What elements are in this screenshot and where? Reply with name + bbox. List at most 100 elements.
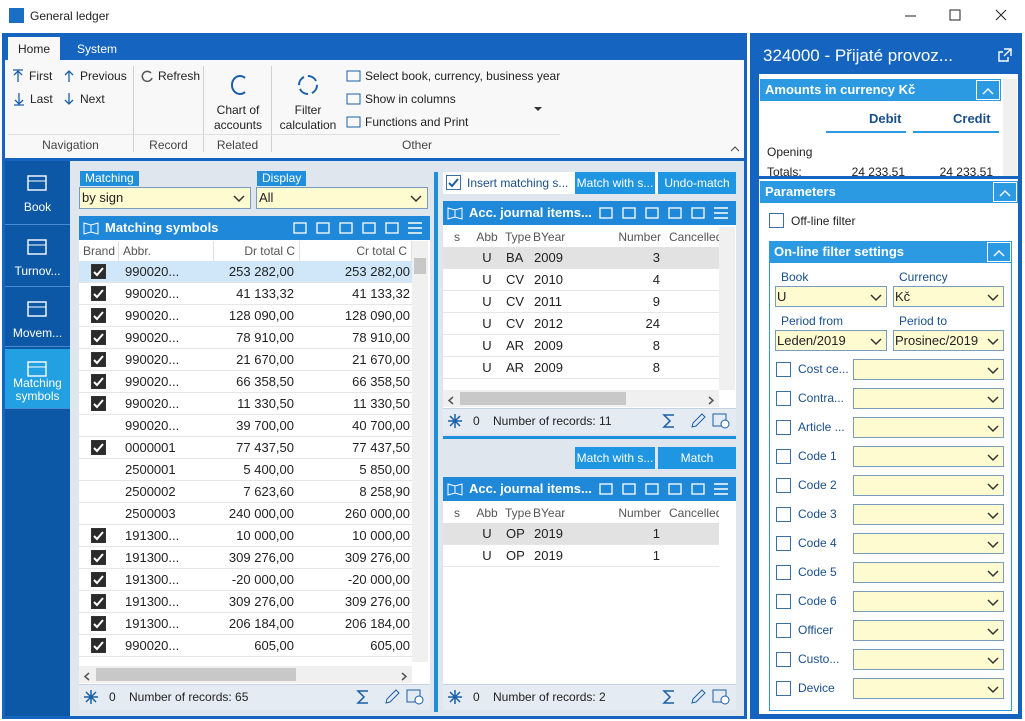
checkbox[interactable]	[776, 652, 791, 667]
checkbox[interactable]	[91, 374, 106, 389]
grid-row[interactable]	[79, 503, 412, 525]
v-scrollbar[interactable]	[412, 241, 428, 662]
grid-row[interactable]	[79, 547, 412, 569]
select[interactable]	[853, 417, 1004, 438]
grid-row[interactable]	[79, 591, 412, 613]
checkbox[interactable]	[776, 391, 791, 406]
checkbox[interactable]	[91, 572, 106, 587]
close[interactable]	[995, 9, 1007, 21]
grid-row[interactable]	[79, 437, 412, 459]
grid-row[interactable]	[443, 335, 719, 357]
checkbox[interactable]	[91, 286, 106, 301]
grid-row[interactable]	[443, 523, 719, 545]
tab-system[interactable]: System	[76, 42, 117, 56]
select[interactable]	[853, 446, 1004, 467]
grid-row[interactable]	[443, 269, 719, 291]
select[interactable]	[79, 187, 251, 209]
checkbox[interactable]	[776, 507, 791, 522]
grid-row[interactable]	[79, 635, 412, 657]
checkbox[interactable]	[91, 594, 106, 609]
checkbox[interactable]	[776, 681, 791, 696]
select[interactable]	[775, 286, 887, 307]
grid-row[interactable]	[79, 349, 412, 371]
checkbox[interactable]	[91, 616, 106, 631]
grid-row[interactable]	[79, 261, 412, 283]
collapse-button[interactable]	[993, 182, 1017, 202]
grid-row[interactable]	[79, 305, 412, 327]
select[interactable]	[853, 649, 1004, 670]
grid-row[interactable]	[79, 481, 412, 503]
grid-row[interactable]	[79, 393, 412, 415]
grid-row[interactable]	[79, 283, 412, 305]
section-header[interactable]	[769, 241, 1012, 263]
cell: 9	[652, 294, 660, 309]
select[interactable]	[256, 187, 428, 209]
checkbox[interactable]	[91, 440, 106, 455]
checkbox[interactable]	[776, 536, 791, 551]
select[interactable]	[775, 330, 887, 351]
checkbox[interactable]	[91, 330, 106, 345]
checkbox[interactable]	[776, 420, 791, 435]
checkbox[interactable]	[776, 362, 791, 377]
nav-item[interactable]	[5, 349, 70, 409]
nav-item[interactable]	[5, 289, 70, 347]
checkbox[interactable]	[776, 478, 791, 493]
checkbox[interactable]	[776, 594, 791, 609]
button[interactable]: Match with s...	[575, 447, 655, 469]
book-icon	[447, 206, 463, 220]
button[interactable]: Undo-match	[658, 172, 736, 194]
section-header[interactable]	[760, 79, 1001, 101]
select[interactable]	[893, 330, 1004, 351]
grid-row[interactable]	[79, 371, 412, 393]
grid-row[interactable]	[443, 313, 719, 335]
checkbox[interactable]	[91, 638, 106, 653]
select[interactable]	[853, 475, 1004, 496]
button[interactable]: Match	[658, 447, 736, 469]
checkbox[interactable]	[91, 308, 106, 323]
grid-row[interactable]	[79, 327, 412, 349]
select[interactable]	[853, 562, 1004, 583]
tab-home[interactable]: Home	[8, 37, 60, 61]
grid-row[interactable]	[443, 291, 719, 313]
select[interactable]	[853, 533, 1004, 554]
checkbox[interactable]	[776, 449, 791, 464]
collapse-button[interactable]	[976, 80, 1000, 100]
v-scroll-thumb[interactable]	[414, 258, 426, 274]
checkbox[interactable]	[91, 550, 106, 565]
grid-row[interactable]	[443, 357, 719, 379]
button[interactable]: Match with s...	[575, 172, 655, 194]
grid-row[interactable]	[79, 525, 412, 547]
checkbox[interactable]	[776, 623, 791, 638]
checkbox[interactable]	[769, 213, 784, 228]
grid-row[interactable]	[79, 613, 412, 635]
checkbox[interactable]	[446, 175, 461, 190]
grid-row[interactable]	[79, 415, 412, 437]
ribbon-button[interactable]: Chart of accounts	[213, 103, 263, 132]
checkbox[interactable]	[91, 264, 106, 279]
nav-item[interactable]	[5, 163, 70, 225]
v-scrollbar[interactable]	[1003, 79, 1017, 176]
checkbox[interactable]	[776, 565, 791, 580]
grid-row[interactable]	[443, 545, 719, 567]
select[interactable]	[853, 359, 1004, 380]
ribbon-button[interactable]: Filter calculation	[279, 103, 337, 132]
select[interactable]	[853, 388, 1004, 409]
grid-row[interactable]	[443, 247, 719, 269]
collapse-button[interactable]	[987, 242, 1011, 262]
checkbox[interactable]	[91, 352, 106, 367]
section-header[interactable]	[760, 181, 1018, 203]
select[interactable]	[853, 620, 1004, 641]
select[interactable]	[853, 504, 1004, 525]
h-scroll-thumb[interactable]	[460, 392, 626, 405]
checkbox[interactable]	[91, 396, 106, 411]
h-scroll-thumb[interactable]	[96, 668, 296, 681]
grid-row[interactable]	[79, 459, 412, 481]
select[interactable]	[853, 591, 1004, 612]
v-scrollbar[interactable]	[719, 227, 735, 390]
select[interactable]	[853, 678, 1004, 699]
maximize[interactable]	[949, 9, 961, 21]
select[interactable]	[893, 286, 1004, 307]
nav-item[interactable]	[5, 227, 70, 287]
checkbox[interactable]	[91, 528, 106, 543]
grid-row[interactable]	[79, 569, 412, 591]
